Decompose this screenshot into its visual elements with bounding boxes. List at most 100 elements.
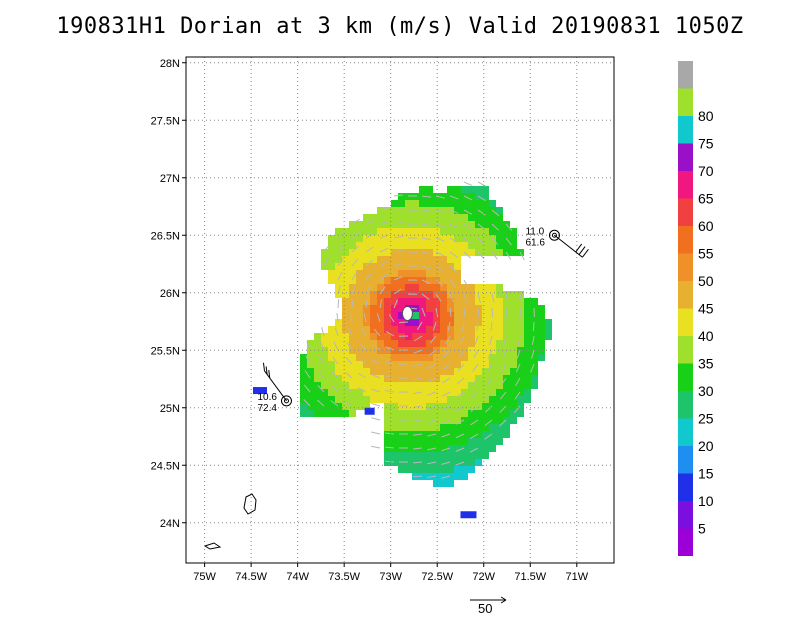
wind-vector (398, 321, 409, 324)
wind-cell (377, 256, 384, 263)
wind-cell (440, 473, 447, 480)
wind-cell (412, 284, 419, 291)
wind-cell (391, 389, 398, 396)
wind-vector (365, 246, 374, 253)
wind-cell (321, 340, 328, 347)
wind-cell (377, 375, 384, 382)
wind-cell (391, 305, 398, 312)
y-tick-label: 25.5N (151, 345, 180, 357)
wind-cell (468, 354, 475, 361)
wind-cell (433, 319, 440, 326)
wind-cell (482, 438, 489, 445)
wind-vector (491, 209, 500, 217)
wind-cell (538, 312, 545, 319)
wind-cell (377, 347, 384, 354)
wind-cell (433, 382, 440, 389)
wind-cell (447, 200, 454, 207)
x-tick-label: 73.5W (328, 571, 360, 583)
wind-cell (300, 354, 307, 361)
wind-cell (510, 403, 517, 410)
wind-cell (482, 340, 489, 347)
wind-cell (398, 396, 405, 403)
wind-cell (363, 333, 370, 340)
wind-cell (419, 396, 426, 403)
wind-vector (442, 363, 451, 371)
wind-cell (307, 403, 314, 410)
wind-cell (454, 200, 461, 207)
colorbar-swatch (678, 281, 693, 309)
wind-cell (335, 277, 342, 284)
wind-cell (384, 410, 391, 417)
wind-vector (421, 209, 431, 212)
wind-cell (321, 333, 328, 340)
wind-cell (426, 445, 433, 452)
wind-cell (482, 403, 489, 410)
wind-cell (398, 235, 405, 242)
wind-cell (454, 368, 461, 375)
wind-cell (454, 277, 461, 284)
wind-cell (489, 389, 496, 396)
wind-cell (510, 249, 517, 256)
wind-cell (454, 375, 461, 382)
wind-cell (370, 333, 377, 340)
wind-cell (419, 326, 426, 333)
wind-vector (427, 461, 437, 465)
y-tick-label: 28N (160, 58, 180, 70)
wind-vector (456, 405, 465, 412)
wind-vector (359, 342, 367, 351)
wind-cell (461, 200, 468, 207)
wind-cell (496, 221, 503, 228)
wind-cell (524, 368, 531, 375)
wind-cell (426, 340, 433, 347)
wind-cell (412, 368, 419, 375)
wind-vector (330, 400, 339, 407)
wind-vector (456, 391, 465, 398)
wind-cell (363, 235, 370, 242)
wind-cell (475, 452, 482, 459)
wind-cell (426, 438, 433, 445)
wind-cell (461, 347, 468, 354)
wind-cell (440, 305, 447, 312)
wind-vector (441, 405, 451, 411)
wind-cell (314, 333, 321, 340)
wind-cell (482, 347, 489, 354)
wind-cell (349, 291, 356, 298)
wind-cell (426, 389, 433, 396)
wind-vector (491, 223, 499, 231)
wind-cell (433, 445, 440, 452)
wind-vector (505, 223, 513, 232)
wind-vector (427, 447, 437, 451)
wind-cell (517, 382, 524, 389)
wind-cell (349, 221, 356, 228)
wind-cell (475, 396, 482, 403)
wind-cell (538, 340, 545, 347)
wind-cell (454, 438, 461, 445)
wind-cell (545, 319, 552, 326)
wind-cell (349, 347, 356, 354)
wind-vector (306, 341, 311, 351)
wind-cell (440, 347, 447, 354)
wind-vector (435, 223, 445, 228)
wind-cell (517, 298, 524, 305)
wind-cell (321, 368, 328, 375)
wind-cell (363, 214, 370, 221)
colorbar-swatch (678, 336, 693, 364)
wind-vector (531, 349, 535, 359)
wind-vector (470, 405, 479, 412)
wind-cell (510, 340, 517, 347)
wind-cell (384, 284, 391, 291)
wind-cell (363, 242, 370, 249)
wind-cell (475, 389, 482, 396)
wind-vector (413, 433, 423, 436)
wind-cell (405, 438, 412, 445)
wind-cell (482, 235, 489, 242)
wind-cell (349, 333, 356, 340)
wind-cell (475, 410, 482, 417)
colorbar-label: 40 (698, 328, 714, 344)
map-grid (186, 57, 614, 563)
wind-vector (449, 223, 459, 229)
wind-vector (441, 391, 451, 397)
wind-cell (510, 298, 517, 305)
wind-cell (419, 389, 426, 396)
wind-cell (447, 186, 454, 193)
